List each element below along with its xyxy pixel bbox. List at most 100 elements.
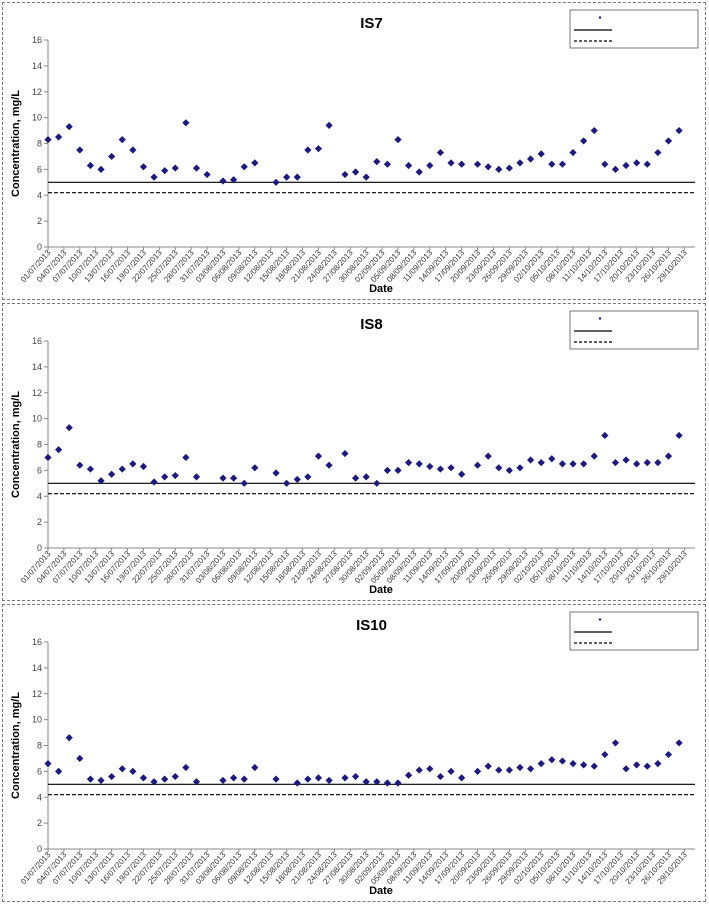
data-point bbox=[272, 775, 280, 783]
data-point bbox=[118, 465, 126, 473]
data-point bbox=[304, 775, 312, 783]
data-point bbox=[129, 460, 137, 468]
data-point bbox=[394, 136, 402, 144]
y-tick-label: 4 bbox=[37, 491, 42, 501]
data-point bbox=[495, 165, 503, 173]
data-point bbox=[341, 170, 349, 179]
data-point bbox=[283, 479, 291, 487]
y-tick-label: 8 bbox=[37, 139, 42, 149]
data-point bbox=[473, 160, 482, 168]
y-tick-label: 2 bbox=[37, 818, 42, 828]
data-point bbox=[415, 168, 423, 176]
data-point bbox=[341, 774, 349, 782]
data-point bbox=[537, 150, 545, 158]
data-point bbox=[272, 469, 280, 477]
data-point bbox=[633, 159, 641, 167]
data-point bbox=[272, 178, 280, 186]
chart-panel-is8: IS8 0 2 4 6 8 10 12 14 16 Concentration, mg/L 01/07… bbox=[2, 303, 706, 601]
data-point bbox=[436, 148, 445, 157]
data-point bbox=[203, 170, 211, 179]
data-point bbox=[161, 473, 169, 481]
data-point bbox=[139, 462, 148, 471]
data-point bbox=[654, 459, 662, 467]
data-point bbox=[304, 473, 312, 481]
data-point bbox=[240, 163, 248, 171]
y-tick-label: 0 bbox=[37, 543, 42, 553]
data-point bbox=[351, 474, 360, 482]
data-point bbox=[362, 173, 370, 181]
legend-marker bbox=[598, 16, 602, 19]
data-point bbox=[251, 763, 259, 772]
data-point bbox=[447, 464, 455, 472]
data-point bbox=[394, 779, 402, 787]
data-point bbox=[569, 148, 577, 157]
data-point bbox=[569, 760, 577, 768]
data-point bbox=[426, 462, 434, 471]
data-point bbox=[240, 479, 248, 487]
data-point bbox=[230, 774, 238, 782]
x-axis-label: Date bbox=[369, 885, 393, 897]
chart-title: IS7 bbox=[360, 15, 383, 32]
data-point bbox=[230, 176, 238, 184]
data-point bbox=[548, 455, 556, 463]
y-tick-label: 6 bbox=[37, 164, 42, 174]
data-point bbox=[643, 762, 651, 770]
data-point bbox=[484, 452, 492, 460]
data-point bbox=[664, 750, 673, 759]
y-tick-label: 0 bbox=[37, 844, 42, 854]
chart-panel-is7: IS7 0 2 4 6 8 10 12 14 16 Concentration, mg/L 01/07… bbox=[2, 2, 706, 300]
data-point bbox=[219, 776, 227, 785]
data-point bbox=[182, 453, 190, 462]
data-point bbox=[65, 424, 73, 432]
data-point bbox=[664, 137, 673, 145]
data-point bbox=[44, 136, 52, 144]
y-tick-label: 10 bbox=[32, 414, 42, 424]
data-point bbox=[219, 177, 227, 185]
data-point bbox=[108, 470, 116, 478]
chart-title: IS8 bbox=[360, 316, 383, 333]
data-point bbox=[383, 466, 392, 474]
data-point bbox=[86, 775, 95, 783]
data-point bbox=[55, 767, 63, 775]
data-point bbox=[161, 167, 169, 175]
data-point bbox=[192, 164, 201, 172]
data-point bbox=[182, 763, 190, 772]
y-tick-label: 2 bbox=[37, 517, 42, 527]
data-point bbox=[447, 159, 455, 167]
data-point bbox=[314, 145, 323, 153]
data-point bbox=[505, 766, 513, 774]
data-point bbox=[240, 775, 248, 783]
data-point bbox=[580, 761, 588, 769]
data-point bbox=[230, 474, 238, 482]
legend-box bbox=[569, 611, 699, 651]
data-point bbox=[219, 474, 227, 482]
legend-box bbox=[569, 9, 699, 49]
data-point bbox=[654, 760, 662, 768]
data-point bbox=[633, 761, 641, 769]
data-point bbox=[633, 460, 641, 468]
y-tick-label: 14 bbox=[32, 61, 42, 71]
data-point bbox=[415, 766, 423, 774]
data-point bbox=[516, 763, 524, 772]
data-point bbox=[622, 765, 630, 773]
data-point bbox=[192, 473, 201, 481]
data-point bbox=[436, 465, 445, 473]
data-point bbox=[611, 459, 620, 467]
data-point bbox=[495, 464, 503, 472]
y-tick-label: 12 bbox=[32, 388, 42, 398]
chart-title: IS10 bbox=[356, 617, 387, 634]
data-point bbox=[373, 158, 381, 166]
data-point bbox=[405, 459, 413, 467]
data-point bbox=[458, 470, 466, 478]
data-point bbox=[97, 165, 105, 173]
x-axis-label: Date bbox=[369, 283, 393, 295]
data-point bbox=[325, 776, 333, 785]
data-point bbox=[495, 766, 503, 774]
data-point bbox=[590, 452, 598, 460]
data-point bbox=[675, 126, 683, 135]
data-point bbox=[526, 456, 535, 464]
y-tick-label: 16 bbox=[32, 336, 42, 346]
data-point bbox=[150, 478, 158, 486]
